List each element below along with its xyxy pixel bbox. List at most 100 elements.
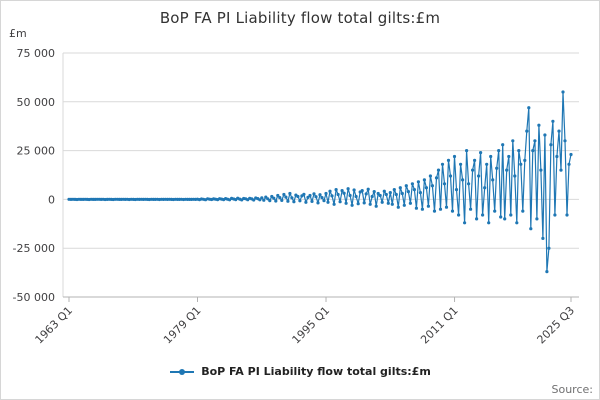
series-marker	[459, 162, 463, 166]
series-marker	[368, 202, 372, 206]
series-marker	[497, 149, 501, 153]
series-marker	[469, 207, 473, 211]
legend-line-icon	[170, 368, 195, 375]
series-marker	[252, 198, 256, 202]
series-marker	[290, 196, 294, 200]
series-marker	[569, 152, 573, 157]
series-marker	[440, 162, 445, 166]
series-marker	[567, 162, 571, 166]
series-marker	[342, 191, 346, 195]
series-marker	[531, 149, 535, 153]
series-marker	[515, 221, 519, 225]
series-marker	[529, 227, 533, 231]
series-marker	[477, 174, 481, 178]
series-marker	[304, 200, 308, 204]
series-marker	[396, 205, 400, 209]
series-marker	[328, 189, 332, 193]
series-marker	[322, 199, 326, 203]
legend-label: BoP FA PI Liability flow total gilts:£m	[201, 365, 431, 378]
series-marker	[286, 199, 290, 203]
series-marker	[346, 187, 350, 191]
series-marker	[376, 191, 380, 196]
series-marker	[280, 198, 284, 202]
source-label: Source:	[551, 383, 594, 396]
series-marker	[364, 192, 368, 196]
series-marker	[332, 202, 336, 206]
series-marker	[298, 199, 302, 203]
series-marker	[392, 188, 396, 192]
series-marker	[509, 213, 513, 217]
series-marker	[262, 198, 266, 202]
series-marker	[282, 192, 286, 197]
chart-title: BoP FA PI Liability flow total gilts:£m	[159, 9, 441, 27]
series-marker	[513, 174, 517, 178]
series-marker	[499, 215, 503, 219]
series-marker	[272, 196, 276, 200]
series-marker	[450, 209, 455, 213]
series-marker	[424, 186, 428, 190]
series-marker	[340, 189, 344, 193]
series-marker	[446, 158, 451, 162]
series-marker	[318, 193, 322, 197]
series-marker	[563, 139, 567, 143]
series-marker	[487, 221, 491, 225]
legend: BoP FA PI Liability flow total gilts:£m	[1, 365, 599, 378]
series-marker	[416, 180, 420, 184]
series-marker	[410, 182, 414, 186]
series-marker	[382, 189, 386, 193]
series-marker	[543, 133, 547, 137]
series-marker	[448, 174, 453, 178]
series-marker	[422, 178, 426, 182]
series-marker	[481, 213, 485, 217]
series-marker	[330, 194, 334, 198]
y-tick-label: 0	[48, 193, 55, 206]
series-marker	[324, 191, 328, 196]
series-marker	[400, 191, 404, 196]
series-marker	[519, 162, 523, 166]
series-marker	[523, 158, 527, 162]
series-marker	[537, 123, 541, 127]
series-marker	[535, 217, 539, 221]
series-marker	[326, 200, 330, 204]
series-marker	[527, 106, 531, 110]
series-marker	[420, 207, 424, 211]
series-marker	[316, 201, 320, 205]
series-marker	[511, 139, 515, 143]
series-marker	[549, 143, 553, 147]
series-marker	[414, 206, 418, 210]
x-tick-label: 1963 Q1	[33, 304, 76, 347]
series-marker	[465, 149, 469, 153]
series-marker	[372, 190, 376, 194]
series-marker	[452, 154, 457, 159]
series-markers	[67, 90, 573, 274]
series-marker	[384, 192, 388, 197]
series-marker	[467, 182, 471, 186]
series-marker	[557, 129, 561, 133]
series-marker	[402, 203, 406, 207]
series-marker	[430, 184, 434, 188]
y-axis-unit-label: £m	[9, 27, 27, 40]
series-marker	[501, 143, 505, 147]
series-marker	[565, 213, 569, 217]
series-marker	[473, 158, 477, 162]
series-marker	[561, 90, 565, 94]
series-marker	[398, 186, 402, 190]
series-marker	[258, 198, 262, 202]
series-marker	[545, 270, 549, 274]
series-marker	[292, 200, 296, 204]
series-marker	[334, 188, 338, 192]
series-marker	[489, 154, 493, 159]
y-tick-label: 50 000	[17, 96, 56, 109]
series-marker	[493, 209, 497, 213]
series-marker	[412, 188, 416, 192]
series-marker	[505, 168, 509, 172]
series-marker	[352, 188, 356, 192]
series-marker	[547, 246, 551, 250]
series-marker	[438, 207, 443, 211]
series-marker	[507, 154, 511, 159]
series-marker	[418, 191, 422, 195]
series-marker	[380, 200, 384, 204]
series-marker	[426, 204, 430, 208]
